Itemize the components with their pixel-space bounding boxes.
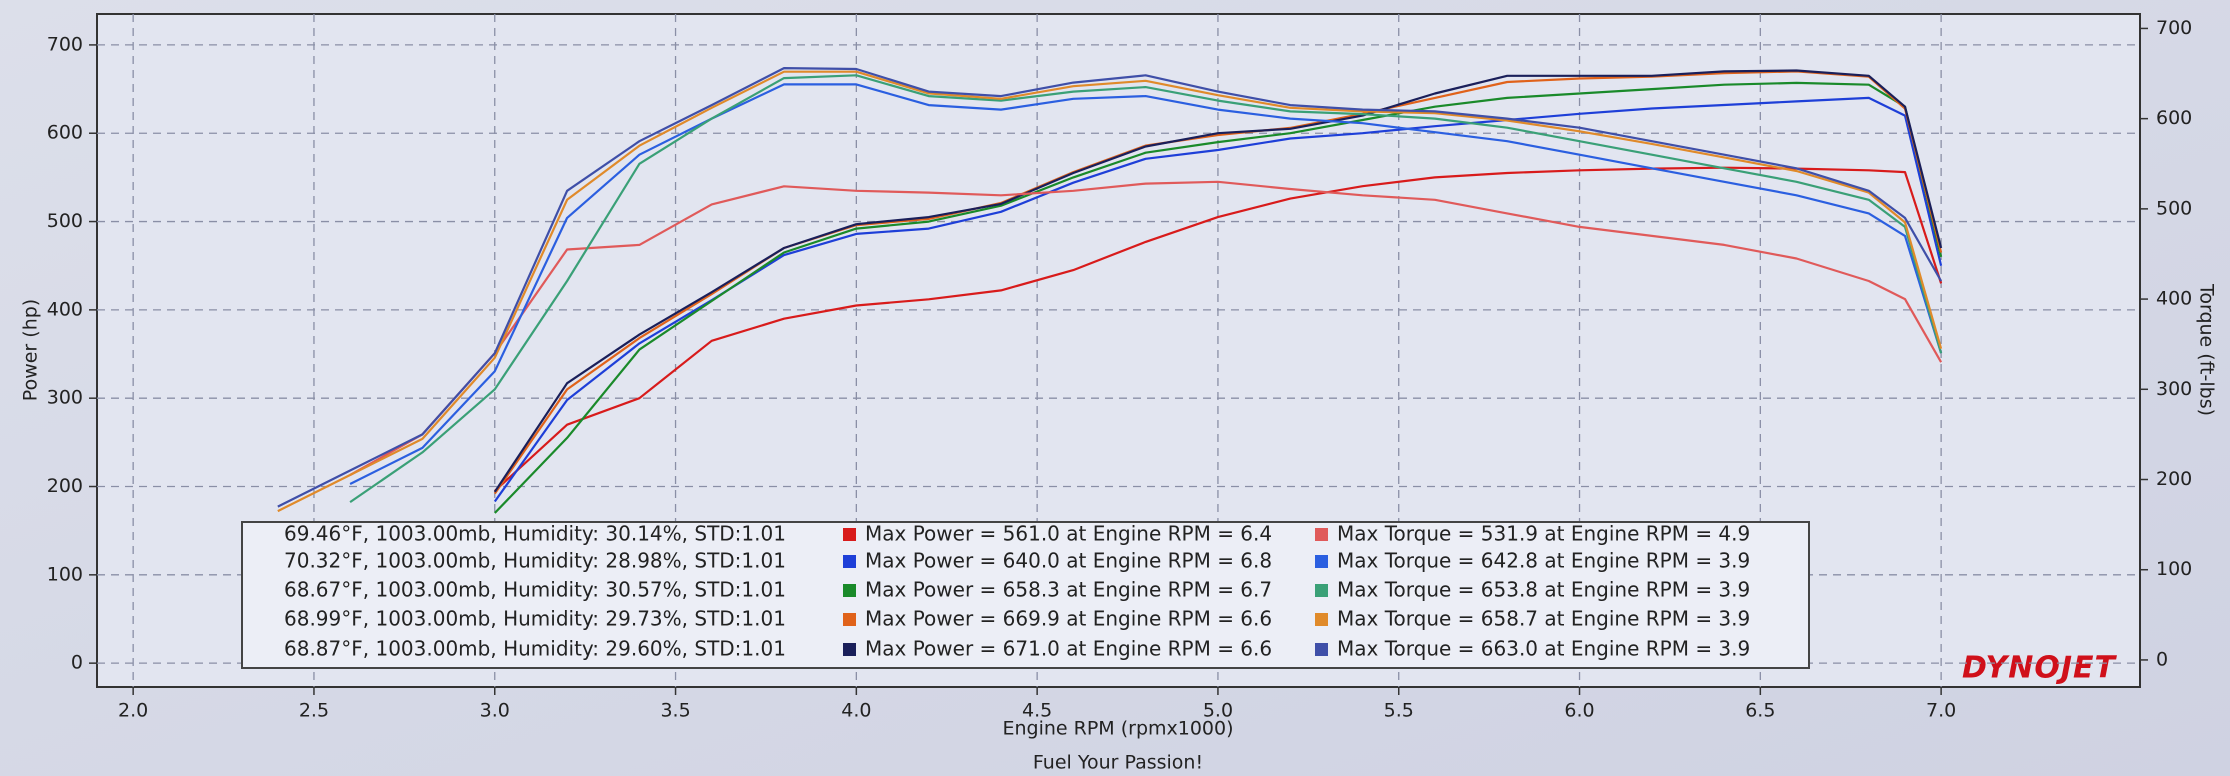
y-tick-label: 700 <box>47 33 83 55</box>
legend-swatch <box>1315 643 1328 656</box>
legend-entries: 69.46°F, 1003.00mb, Humidity: 30.14%, ST… <box>284 522 1750 661</box>
legend-label: Max Power = 671.0 at Engine RPM = 6.6 <box>865 637 1272 661</box>
legend-swatch <box>843 528 856 541</box>
footer: Fuel Your Passion! <box>1033 752 1203 774</box>
x-tick-label: 6.0 <box>1564 700 1594 722</box>
y-tick-label: 100 <box>47 563 83 585</box>
x-axis-title: Engine RPM (rpmx1000) <box>1002 718 1233 740</box>
y-tick-label: 400 <box>47 298 83 320</box>
y-tick-label: 200 <box>47 475 83 497</box>
logo: DYNOJET <box>1962 651 2118 686</box>
torque-line <box>277 67 1943 508</box>
x-tick-label: 7.0 <box>1926 700 1956 722</box>
y-axis-title: Power (hp) <box>20 299 42 401</box>
legend-swatch <box>843 613 856 626</box>
x-tick-label: 4.0 <box>841 700 871 722</box>
legend-swatch <box>1315 584 1328 597</box>
y2-tick-label: 400 <box>2156 288 2192 310</box>
legend-label: Max Torque = 642.8 at Engine RPM = 3.9 <box>1337 549 1750 573</box>
y2-tick-label: 200 <box>2156 468 2192 490</box>
lines <box>277 67 1943 514</box>
y2-tick-label: 100 <box>2156 558 2192 580</box>
legend-label: Max Torque = 663.0 at Engine RPM = 3.9 <box>1337 637 1750 661</box>
legend-swatch <box>843 555 856 568</box>
x-tick-label: 3.5 <box>660 700 690 722</box>
legend-conditions: 68.67°F, 1003.00mb, Humidity: 30.57%, ST… <box>284 578 786 602</box>
torque-line <box>349 74 1943 504</box>
legend-label: Max Power = 658.3 at Engine RPM = 6.7 <box>865 578 1272 602</box>
x-tick-label: 6.5 <box>1745 700 1775 722</box>
legend-conditions: 70.32°F, 1003.00mb, Humidity: 28.98%, ST… <box>284 549 786 573</box>
x-tick-label: 2.0 <box>118 700 148 722</box>
y2-tick-label: 700 <box>2156 17 2192 39</box>
torque-line <box>349 83 1943 485</box>
legend-label: Max Torque = 658.7 at Engine RPM = 3.9 <box>1337 607 1750 631</box>
power-line <box>493 69 1943 493</box>
x-tick-label: 5.5 <box>1384 700 1414 722</box>
legend-swatch <box>1315 555 1328 568</box>
legend-swatch <box>843 643 856 656</box>
legend-conditions: 68.99°F, 1003.00mb, Humidity: 29.73%, ST… <box>284 607 786 631</box>
y2-tick-label: 600 <box>2156 107 2192 129</box>
legend-conditions: 69.46°F, 1003.00mb, Humidity: 30.14%, ST… <box>284 522 786 546</box>
y-tick-label: 0 <box>71 652 83 674</box>
legend-swatch <box>1315 528 1328 541</box>
legend-swatch <box>843 584 856 597</box>
y-tick-label: 600 <box>47 122 83 144</box>
legend-label: Max Power = 669.9 at Engine RPM = 6.6 <box>865 607 1272 631</box>
legend-label: Max Torque = 653.8 at Engine RPM = 3.9 <box>1337 578 1750 602</box>
power-line <box>494 166 1943 492</box>
torque-line <box>277 70 1943 513</box>
legend <box>241 521 1810 669</box>
x-tick-label: 3.0 <box>480 700 510 722</box>
y2-tick-label: 0 <box>2156 648 2168 670</box>
y-tick-label: 500 <box>47 210 83 232</box>
legend-conditions: 68.87°F, 1003.00mb, Humidity: 29.60%, ST… <box>284 637 786 661</box>
y2-tick-label: 500 <box>2156 197 2192 219</box>
y-tick-label: 300 <box>47 387 83 409</box>
torque-line <box>349 180 1943 476</box>
y2-tick-label: 300 <box>2156 378 2192 400</box>
legend-swatch <box>1315 613 1328 626</box>
x-tick-label: 5.0 <box>1203 700 1233 722</box>
legend-label: Max Power = 640.0 at Engine RPM = 6.8 <box>865 549 1272 573</box>
x-tick-label: 2.5 <box>299 700 329 722</box>
x-tick-label: 4.5 <box>1022 700 1052 722</box>
legend-label: Max Torque = 531.9 at Engine RPM = 4.9 <box>1337 522 1750 546</box>
legend-label: Max Power = 561.0 at Engine RPM = 6.4 <box>865 522 1272 546</box>
y2-axis-title: Torque (ft-lbs) <box>2196 283 2218 416</box>
power-line <box>494 81 1943 514</box>
